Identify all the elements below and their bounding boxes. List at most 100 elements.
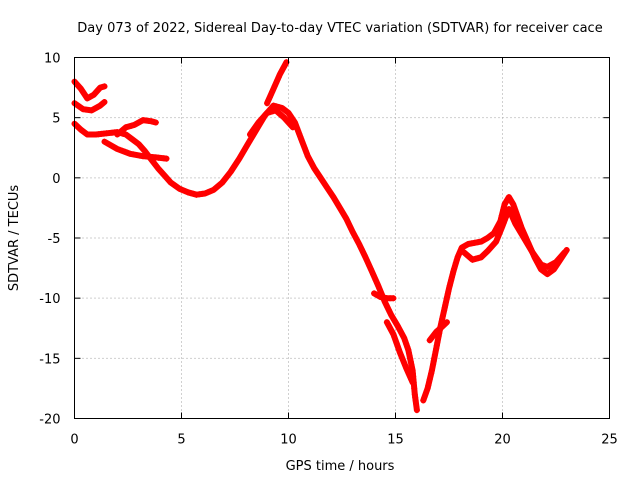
data-point <box>386 309 393 316</box>
y-tick-label: 5 <box>52 112 60 127</box>
data-point <box>433 345 440 352</box>
series-trough-twin <box>383 319 416 386</box>
data-point <box>392 337 399 344</box>
data-point <box>426 376 433 383</box>
data-point <box>403 365 410 371</box>
data-point <box>430 361 437 368</box>
data-point <box>474 239 481 246</box>
data-point <box>376 285 383 292</box>
data-point <box>296 130 303 137</box>
data-point <box>465 241 472 247</box>
data-point <box>270 102 277 109</box>
data-point <box>370 271 377 278</box>
data-point <box>442 302 449 308</box>
data-point <box>441 307 448 314</box>
data-point <box>427 373 434 380</box>
y-tick-label: 0 <box>52 172 60 187</box>
data-point <box>402 337 409 344</box>
data-point <box>452 260 459 266</box>
data-point <box>360 249 366 255</box>
data-point <box>509 214 516 221</box>
data-point <box>428 370 435 377</box>
tick-layer <box>74 57 610 419</box>
data-point <box>404 343 411 350</box>
data-point <box>512 207 519 214</box>
data-point <box>271 82 278 89</box>
data-point <box>266 94 273 101</box>
x-axis-label: GPS time / hours <box>286 459 395 474</box>
data-point <box>148 118 155 125</box>
data-point <box>404 367 411 374</box>
data-point <box>344 218 351 225</box>
data-point <box>101 83 108 90</box>
x-tick-label: 0 <box>70 433 78 448</box>
data-point <box>443 296 450 303</box>
series-layer <box>71 59 570 414</box>
series-upper-branch-2 <box>71 99 108 114</box>
data-point <box>445 288 452 295</box>
data-point <box>432 348 439 355</box>
data-point <box>122 148 128 155</box>
data-point <box>496 230 503 237</box>
data-point <box>493 238 500 245</box>
data-point <box>497 228 504 235</box>
data-point <box>289 124 296 131</box>
data-point <box>275 74 282 81</box>
data-point <box>401 334 408 341</box>
data-point <box>450 268 457 275</box>
data-point <box>366 262 373 269</box>
data-point <box>453 257 460 264</box>
series-peak-lower <box>247 107 296 138</box>
data-point <box>377 288 384 295</box>
data-point <box>434 339 441 346</box>
data-point <box>343 215 350 222</box>
data-point <box>507 209 514 215</box>
data-point <box>500 204 507 211</box>
data-point <box>87 93 94 100</box>
data-point <box>405 346 412 353</box>
data-point <box>390 331 397 338</box>
data-point <box>361 251 368 258</box>
data-point <box>380 294 387 301</box>
data-point <box>435 336 441 343</box>
x-tick-label: 20 <box>494 433 511 448</box>
data-point <box>514 213 521 220</box>
data-point <box>358 246 365 253</box>
data-point <box>265 97 272 104</box>
data-point <box>297 133 304 140</box>
data-point <box>443 319 450 326</box>
x-tick-label: 5 <box>177 433 185 448</box>
data-point <box>269 108 276 115</box>
data-point <box>500 220 507 227</box>
data-point <box>478 238 485 245</box>
data-point <box>291 119 298 126</box>
data-point <box>356 241 363 247</box>
data-point <box>469 256 476 263</box>
data-point <box>494 236 501 242</box>
data-point <box>276 104 283 111</box>
data-point <box>511 217 518 224</box>
data-point <box>264 100 271 107</box>
data-point <box>433 342 440 349</box>
series-midday-side <box>371 290 397 302</box>
data-point <box>401 359 408 366</box>
data-point <box>371 290 378 297</box>
chart-title: Day 073 of 2022, Sidereal Day-to-day VTE… <box>77 21 602 36</box>
x-tick-labels: 0 5 10 15 20 25 <box>70 433 617 448</box>
data-point <box>267 109 273 116</box>
data-point <box>442 299 449 306</box>
data-point <box>431 351 438 358</box>
data-point <box>390 295 397 302</box>
data-point <box>451 265 458 272</box>
data-point <box>422 391 429 398</box>
data-point <box>541 262 548 269</box>
data-point <box>439 313 446 319</box>
data-point <box>502 214 509 221</box>
data-point <box>273 80 280 86</box>
data-point <box>357 243 364 250</box>
data-point <box>428 367 435 374</box>
data-point <box>269 88 276 95</box>
data-point <box>128 122 135 129</box>
data-point <box>402 362 409 369</box>
